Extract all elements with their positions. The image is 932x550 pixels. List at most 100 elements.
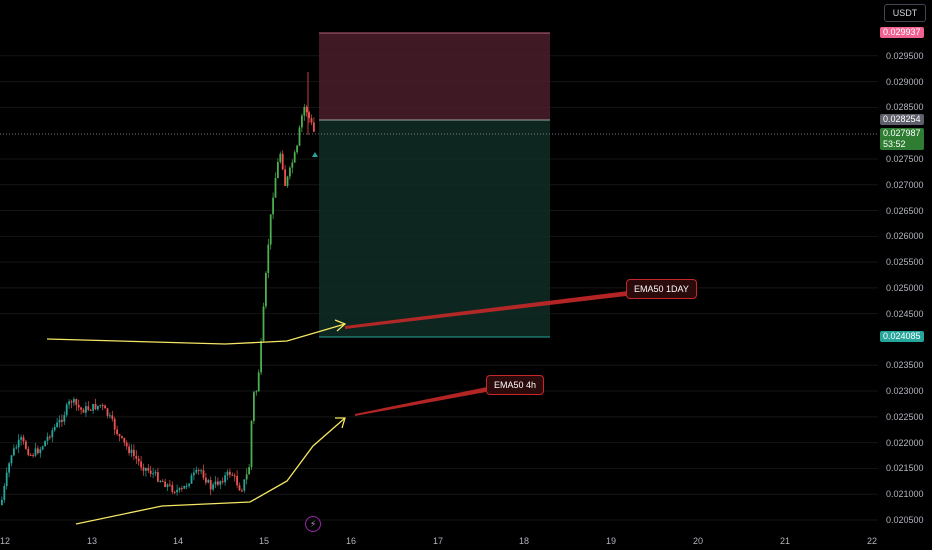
candle-body <box>154 472 157 474</box>
candle-body <box>305 106 308 113</box>
time-tick-label: 20 <box>692 536 704 546</box>
take-profit-zone[interactable] <box>319 120 550 337</box>
currency-label: USDT <box>892 8 918 18</box>
price-tick-label: 0.027000 <box>886 179 924 190</box>
time-tick-label: 13 <box>86 536 98 546</box>
candle-body <box>281 153 284 170</box>
candle-body <box>17 439 20 448</box>
price-tick-label: 0.024500 <box>886 308 924 319</box>
time-tick-label: 19 <box>605 536 617 546</box>
ema50-4h-pointer <box>355 387 487 416</box>
candle-body <box>113 418 116 430</box>
candle-body <box>202 470 205 478</box>
candle-body <box>171 485 174 492</box>
ema50-1day-label[interactable]: EMA50 1DAY <box>626 279 697 299</box>
price-tick-label: 0.023500 <box>886 360 924 371</box>
price-tick-label: 0.026500 <box>886 205 924 216</box>
candle-body <box>224 475 226 483</box>
candle-body <box>255 391 258 393</box>
candle-body <box>313 122 315 132</box>
candle-body <box>53 427 56 431</box>
candle-body <box>229 471 231 475</box>
candle-body <box>82 409 85 413</box>
candle-body <box>296 145 298 153</box>
candle-body <box>269 214 272 245</box>
candle-body <box>166 484 169 488</box>
time-axis[interactable] <box>0 532 878 550</box>
price-chart[interactable] <box>0 0 878 532</box>
candle-body <box>10 455 13 464</box>
candle-body <box>145 468 147 471</box>
candle-body <box>214 481 217 485</box>
candle-body <box>39 449 42 454</box>
candle-body <box>22 437 25 442</box>
candle-body <box>111 415 114 419</box>
time-tick-label: 18 <box>518 536 530 546</box>
candle-body <box>260 341 262 373</box>
candle-body <box>142 467 145 471</box>
candle-body <box>217 481 219 485</box>
price-tick-label: 0.023000 <box>886 386 924 397</box>
candle-body <box>257 372 260 392</box>
ema50-4h-line <box>75 417 346 525</box>
stop-loss-zone[interactable] <box>319 33 550 120</box>
candle-body <box>190 475 193 484</box>
candle-body <box>277 161 279 179</box>
candle-body <box>104 405 106 409</box>
candle-body <box>77 404 80 408</box>
candle-body <box>29 454 32 456</box>
price-tick-label: 0.025000 <box>886 282 924 293</box>
candle-body <box>188 483 190 486</box>
ema50-1day-text: EMA50 1DAY <box>634 284 689 294</box>
candle-body <box>46 436 49 441</box>
ema50-1day-pointer <box>345 291 628 329</box>
candle-body <box>209 480 212 490</box>
target-price-value: 0.024085 <box>883 331 921 341</box>
last-price-marker <box>312 152 318 157</box>
candle-body <box>135 455 138 459</box>
candle-body <box>157 472 159 482</box>
time-tick-label: 22 <box>866 536 878 546</box>
candle-body <box>106 408 109 416</box>
candles <box>1 72 315 506</box>
candle-body <box>94 403 97 410</box>
candle-body <box>128 446 130 454</box>
candle-countdown: 53:52 <box>883 139 906 149</box>
price-tick-label: 0.021500 <box>886 463 924 474</box>
candle-body <box>8 463 10 473</box>
ema50-1day-arrowhead <box>334 319 347 332</box>
candle-body <box>80 407 82 410</box>
candle-body <box>13 448 15 456</box>
candle-body <box>89 409 92 411</box>
candle-body <box>205 477 207 483</box>
price-tick-label: 0.029000 <box>886 76 924 87</box>
candle-body <box>20 437 22 440</box>
candle-body <box>44 440 46 447</box>
currency-button[interactable]: USDT <box>884 4 926 22</box>
price-axis[interactable] <box>878 0 932 550</box>
candle-body <box>272 197 274 215</box>
candle-body <box>303 106 306 116</box>
candle-body <box>301 115 303 128</box>
lightning-icon[interactable]: ⚡ <box>305 516 321 532</box>
candle-body <box>207 480 210 483</box>
candle-body <box>161 480 164 482</box>
candle-body <box>61 419 63 422</box>
candle-body <box>178 488 181 490</box>
chart-area[interactable]: EMA50 1DAY EMA50 4h ⚡ <box>0 0 878 532</box>
entry-price-value: 0.028254 <box>883 114 921 124</box>
time-tick-label: 14 <box>172 536 184 546</box>
candle-body <box>118 434 121 437</box>
price-tick-label: 0.020500 <box>886 515 924 525</box>
candle-body <box>185 485 188 487</box>
candle-body <box>169 484 171 486</box>
candle-body <box>37 448 39 454</box>
time-tick-label: 15 <box>258 536 270 546</box>
ema50-4h-label[interactable]: EMA50 4h <box>486 375 545 395</box>
candle-body <box>181 488 183 490</box>
candle-body <box>245 474 248 480</box>
candle-body <box>73 399 75 403</box>
candle-body <box>212 484 214 490</box>
candle-body <box>101 405 104 407</box>
candle-body <box>193 472 195 476</box>
